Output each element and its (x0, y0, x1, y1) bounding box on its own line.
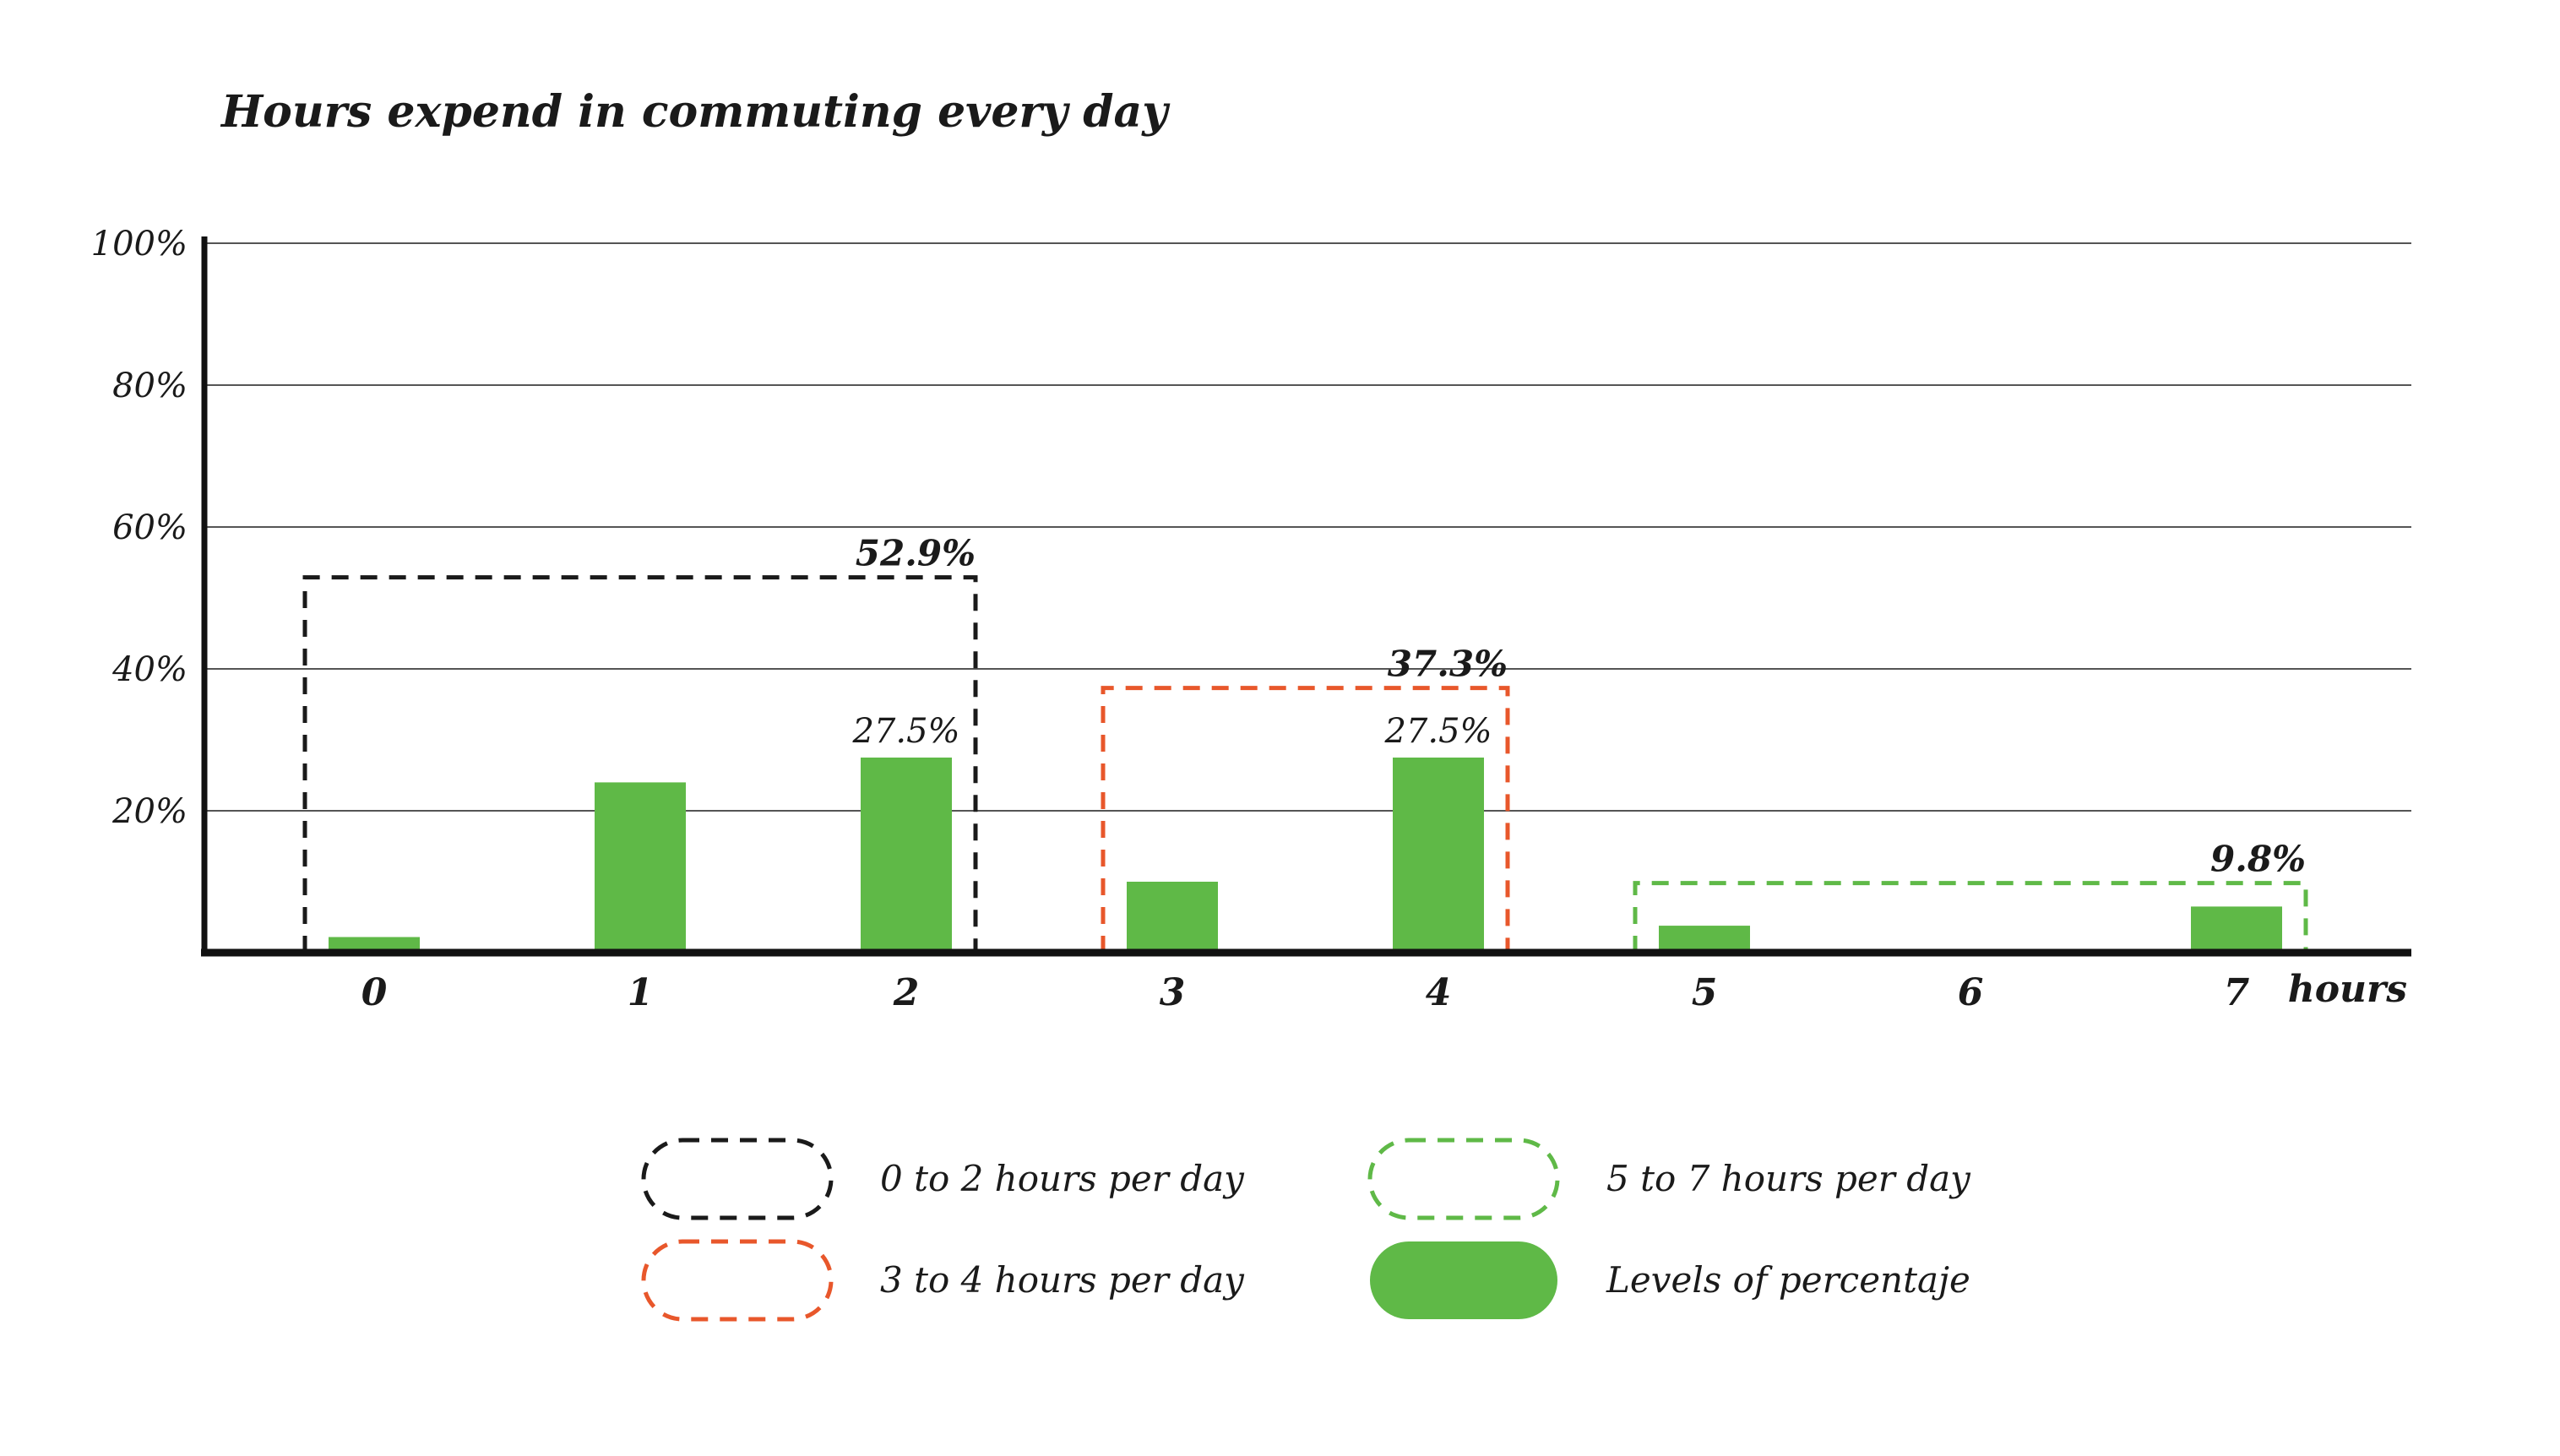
y-tick-label: 40% (111, 650, 188, 689)
bar-7 (2191, 906, 2282, 953)
group-total-label: 9.8% (2210, 839, 2306, 880)
group-box-2 (1101, 686, 1510, 953)
legend-label-2: 3 to 4 hours per day (880, 1259, 1245, 1301)
x-tick-label: 0 (361, 971, 388, 1014)
x-tick-label: 7 (2224, 971, 2250, 1014)
grid-layer (204, 242, 2411, 812)
y-tick-label: 60% (112, 508, 188, 547)
x-tick-label: 4 (1426, 971, 1452, 1014)
y-tick-label: 20% (111, 792, 188, 831)
legend-label-4: Levels of percentaje (1606, 1259, 1970, 1301)
legend-label-1: 0 to 2 hours per day (880, 1158, 1245, 1199)
x-tick-label: 5 (1692, 971, 1718, 1014)
legend-swatch-3 (1367, 1138, 1560, 1220)
bar-5 (1659, 926, 1750, 953)
x-tick-label: 6 (1958, 971, 1984, 1014)
label-layer: 20% 40% 60% 80% 100% 52.9% 37.3% 9.8% 27.5% 27.5%… (91, 225, 2407, 1014)
bar-1 (595, 782, 686, 953)
y-tick-label: 100% (91, 225, 188, 263)
x-tick-label: 2 (893, 971, 920, 1014)
chart-title: Hours expend in commuting every day (220, 86, 1171, 138)
axis-layer (201, 236, 2411, 957)
group-total-label: 37.3% (1388, 644, 1508, 685)
bar-3 (1127, 882, 1218, 953)
legend-swatch-1 (641, 1138, 834, 1220)
bar-layer (329, 758, 2282, 953)
group-box-3 (1633, 881, 2308, 953)
bar-4 (1393, 758, 1484, 953)
group-layer (302, 575, 2308, 953)
y-tick-label: 80% (112, 367, 188, 405)
bar-2 (861, 758, 952, 953)
bar-0 (329, 937, 420, 953)
bar-data-label: 27.5% (851, 712, 959, 751)
x-axis-label: hours (2288, 968, 2407, 1011)
group-total-label: 52.9% (856, 533, 976, 574)
legend-legend: 0 to 2 hours per day 3 to 4 hours per day… (641, 1138, 1971, 1322)
group-box-1 (302, 575, 978, 953)
x-tick-label: 3 (1160, 971, 1186, 1014)
x-tick-label: 1 (628, 971, 654, 1014)
legend-label-3: 5 to 7 hours per day (1606, 1158, 1971, 1199)
bar-data-label: 27.5% (1383, 712, 1492, 751)
legend-swatch-2 (641, 1239, 834, 1322)
legend-swatch-4 (1370, 1241, 1557, 1319)
